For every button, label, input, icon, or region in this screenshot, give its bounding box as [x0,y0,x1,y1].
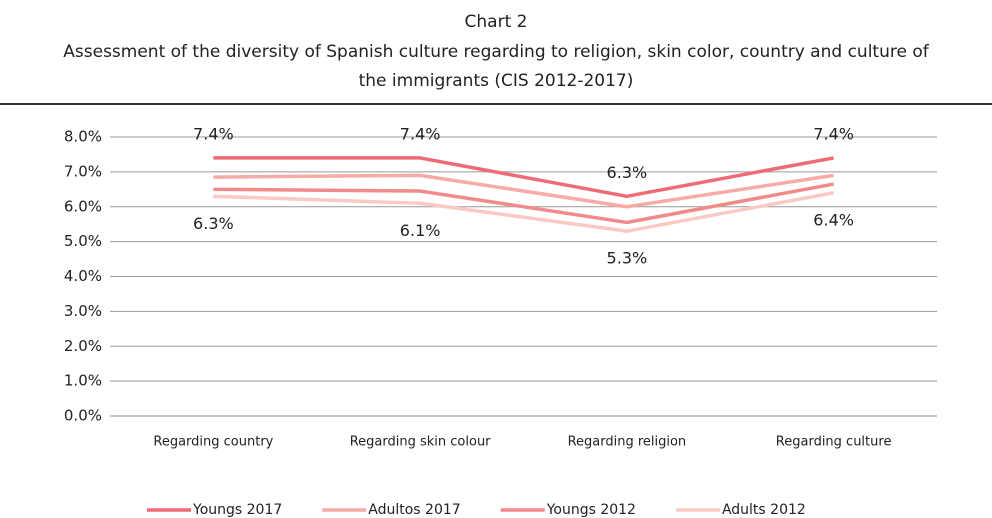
data-label: 6.1% [400,221,441,240]
legend-label: Youngs 2017 [192,502,282,518]
line [213,173,834,209]
data-label: 6.3% [607,163,648,182]
data-label: 6.4% [813,210,854,229]
line [213,156,834,199]
line [213,182,834,225]
data-label: 7.4% [193,124,234,143]
x-tick-label: Regarding culture [776,435,892,450]
data-label: 5.3% [607,249,648,268]
y-tick-label: 5.0% [64,232,102,250]
divider [0,103,992,105]
y-tick-label: 0.0% [64,407,102,425]
data-label: 6.3% [193,214,234,233]
y-tick-label: 8.0% [64,128,102,146]
header: Chart 2 Assessment of the diversity of S… [0,0,992,96]
legend-label: Adults 2012 [722,502,806,518]
chart-subtitle: Assessment of the diversity of Spanish c… [63,42,929,91]
line [213,191,834,233]
x-tick-label: Regarding country [153,435,273,450]
y-tick-label: 3.0% [64,302,102,320]
legend-label: Adultos 2017 [368,502,460,518]
y-tick-label: 7.0% [64,162,102,180]
x-tick-label: Regarding religion [568,435,687,450]
data-label: 7.4% [813,124,854,143]
x-tick-label: Regarding skin colour [350,435,491,450]
legend-label: Youngs 2012 [546,502,636,518]
chart-title: Chart 2 [464,12,528,32]
data-label: 7.4% [400,124,441,143]
y-tick-label: 4.0% [64,267,102,285]
y-tick-label: 1.0% [64,372,102,390]
y-tick-label: 2.0% [64,337,102,355]
y-tick-label: 6.0% [64,197,102,215]
